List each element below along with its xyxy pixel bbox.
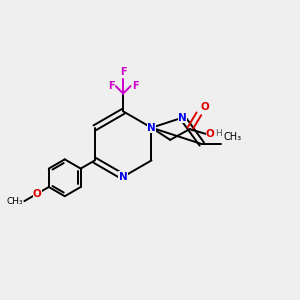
Text: O: O bbox=[33, 189, 42, 199]
Text: F: F bbox=[108, 81, 114, 91]
Text: N: N bbox=[147, 123, 156, 133]
Text: CH₃: CH₃ bbox=[223, 132, 241, 142]
Text: CH₃: CH₃ bbox=[6, 196, 23, 206]
Text: H: H bbox=[215, 129, 222, 138]
Text: F: F bbox=[120, 67, 127, 77]
Text: N: N bbox=[119, 172, 128, 182]
Text: N: N bbox=[178, 112, 187, 123]
Text: F: F bbox=[132, 81, 139, 91]
Text: O: O bbox=[200, 102, 209, 112]
Text: O: O bbox=[206, 129, 215, 139]
